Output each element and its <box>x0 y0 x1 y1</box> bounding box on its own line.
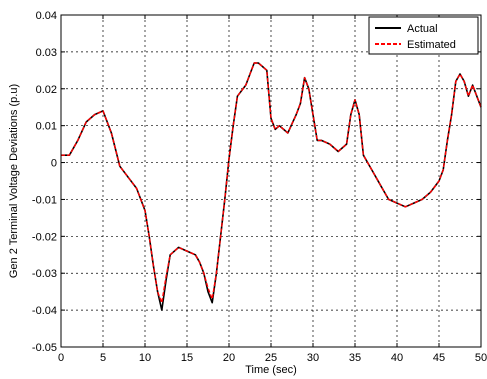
x-tick-label: 0 <box>58 352 64 364</box>
x-tick-label: 5 <box>100 352 106 364</box>
y-tick-label: 0.04 <box>36 10 57 22</box>
legend-label-actual: Actual <box>407 23 438 35</box>
y-tick-label: -0.05 <box>32 342 57 354</box>
x-tick-label: 10 <box>139 352 151 364</box>
x-tick-label: 35 <box>349 352 361 364</box>
y-tick-label: -0.01 <box>32 194 57 206</box>
x-tick-label: 50 <box>475 352 487 364</box>
x-tick-label: 45 <box>433 352 445 364</box>
y-tick-label: -0.04 <box>32 305 57 317</box>
y-axis-label: Gen 2 Terminal Voltage Deviations (p.u) <box>8 84 20 278</box>
x-tick-label: 40 <box>391 352 403 364</box>
x-tick-label: 15 <box>181 352 193 364</box>
y-tick-label: 0.02 <box>36 84 57 96</box>
ticks: 0 5 10 15 20 25 30 35 40 45 50 -0.05 -0.04 -0.03 -0.02… <box>32 10 487 364</box>
series-line-estimated <box>61 62 482 304</box>
x-axis-label: Time (sec) <box>245 364 297 376</box>
x-tick-label: 30 <box>307 352 319 364</box>
y-tick-label: 0.03 <box>36 47 57 59</box>
series-layer <box>61 62 482 311</box>
x-tick-label: 20 <box>223 352 235 364</box>
y-tick-label: -0.03 <box>32 268 57 280</box>
x-tick-label: 25 <box>265 352 277 364</box>
legend-box <box>368 16 479 55</box>
y-tick-label: -0.02 <box>32 231 57 243</box>
legend: Actual Estimated <box>368 16 479 55</box>
legend-label-estimated: Estimated <box>407 39 456 51</box>
y-tick-label: 0 <box>51 158 57 170</box>
y-tick-label: 0.01 <box>36 121 57 133</box>
